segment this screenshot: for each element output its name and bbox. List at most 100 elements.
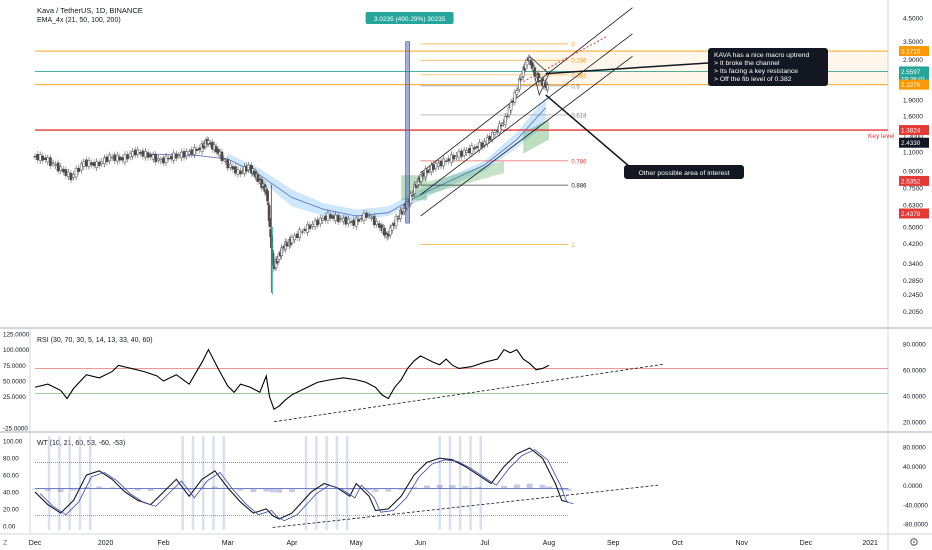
annotations: 3.0235 (490.29%) 30235 KAVA has a nice ma…: [365, 12, 828, 224]
wt-right-tick: -40.0000: [903, 502, 928, 509]
candle-body: [533, 67, 537, 77]
candle-body: [195, 148, 199, 151]
fib-label-0.618: 0.618: [571, 113, 587, 119]
wt-histogram-bar: [411, 486, 418, 490]
wt-histogram-bar: [96, 486, 103, 490]
callout-line: KAVA has a nice macro uptrend: [714, 52, 810, 59]
wt-histogram-bar: [475, 486, 482, 490]
time-axis: Dec 2020 Feb Mar Apr May Jun Jul Aug Sep Oct Nov Dec…: [29, 540, 878, 547]
callout-line: > It broke the channel: [714, 60, 780, 67]
candle-body: [131, 151, 134, 157]
candle-body: [437, 162, 440, 167]
wt-signal-band: [469, 436, 472, 530]
interest-label: Other possible area of interest: [638, 170, 729, 177]
candle-body: [362, 213, 366, 221]
candle-body: [377, 223, 381, 228]
wt-histogram-bar: [366, 488, 373, 490]
candle-body: [316, 219, 320, 226]
wt-signal-band: [78, 436, 82, 530]
wt-histogram-bar: [436, 484, 443, 490]
wt-signal-band: [47, 436, 51, 530]
price-tick-label: 2.9000: [903, 57, 923, 64]
candle-body: [110, 156, 114, 159]
candle-body: [64, 169, 68, 176]
candle-body: [113, 154, 117, 161]
price-tick-label: 1.6000: [903, 114, 923, 121]
wt-histogram-bar: [346, 488, 353, 490]
candle-body: [220, 151, 224, 161]
candle-body: [349, 221, 353, 223]
wt-histogram-bar: [308, 488, 315, 490]
candle-body: [79, 163, 83, 171]
candle-body: [222, 158, 226, 160]
candle-body: [352, 219, 355, 226]
wt-histogram-bar: [83, 486, 90, 490]
candle-body: [493, 131, 497, 135]
rsi-panel: 125.0000 100.0000 75.0000 50.0000 25.0000 -25…: [3, 332, 926, 433]
x-tick-label: Aug: [543, 540, 556, 547]
gear-icon[interactable]: [910, 538, 918, 546]
wt-signal-band: [479, 436, 483, 530]
candle-body: [192, 147, 196, 155]
candle-body: [162, 157, 165, 164]
wt-signal-band: [459, 436, 462, 530]
channel-line: [420, 33, 633, 196]
wt-left-tick: 0.00: [3, 523, 16, 530]
axis-badge-label: 3.1716: [901, 49, 921, 56]
candle-body: [500, 124, 503, 127]
wt-histogram-bar: [552, 487, 559, 490]
wt-histogram-bar: [398, 488, 405, 490]
price-tick-label: 0.7500: [903, 186, 923, 193]
axis-badge-label: 2.5352: [901, 178, 921, 185]
rsi-left-tick: 125.0000: [3, 332, 30, 339]
candle-body: [447, 158, 451, 162]
candle-body: [439, 160, 443, 167]
candle-body: [455, 154, 458, 157]
rsi-right-tick: 20.0000: [903, 420, 926, 427]
wt-histogram-bar: [500, 485, 507, 490]
measure-label: 3.0235 (490.29%) 30235: [374, 16, 446, 23]
candle-body: [95, 161, 99, 168]
candle-body: [546, 84, 550, 91]
callout-pointer: [545, 62, 709, 75]
candle-body: [198, 147, 201, 151]
wt-signal-band: [304, 436, 308, 530]
wt-left-tick: 80.00: [3, 456, 19, 463]
candle-body: [174, 153, 178, 159]
candle-body: [69, 172, 73, 181]
wt-signal-band: [191, 436, 195, 530]
candle-body: [442, 158, 445, 167]
candle-body: [410, 195, 414, 197]
candle-body: [342, 218, 345, 222]
wt-signal-band: [212, 436, 215, 530]
wt-histogram-bar: [526, 483, 533, 490]
candle-body: [92, 162, 96, 167]
candle-body: [97, 161, 101, 167]
candle-body: [133, 149, 137, 156]
candle-body: [293, 235, 296, 241]
candle-body: [470, 145, 474, 154]
candle-body: [266, 202, 270, 206]
candle-body: [268, 217, 272, 228]
candle-body: [449, 154, 453, 163]
axis-badge: [899, 79, 929, 90]
callout-line: > Off the fib level of 0.382: [714, 76, 792, 83]
fib-label-0.886: 0.886: [571, 184, 587, 190]
candle-body: [33, 155, 37, 158]
wt-histogram-bar: [173, 487, 180, 490]
candle-body: [339, 218, 343, 220]
price-tick-label: 0.5000: [903, 224, 923, 231]
wt-left-tick: 60.00: [3, 473, 19, 480]
candle-body: [82, 161, 86, 167]
price-tick-label: 0.2050: [903, 309, 923, 316]
rsi-left-tick: 75.0000: [3, 363, 26, 370]
candle-body: [126, 154, 129, 160]
wt-signal-band: [345, 436, 349, 530]
candle-body: [180, 151, 183, 158]
candle-body: [295, 233, 299, 238]
candle-body: [467, 148, 471, 154]
wt-histogram-bar: [372, 488, 379, 492]
timezone-marker[interactable]: Z: [3, 540, 8, 547]
candle-body: [344, 216, 348, 225]
candle-body: [308, 224, 312, 229]
